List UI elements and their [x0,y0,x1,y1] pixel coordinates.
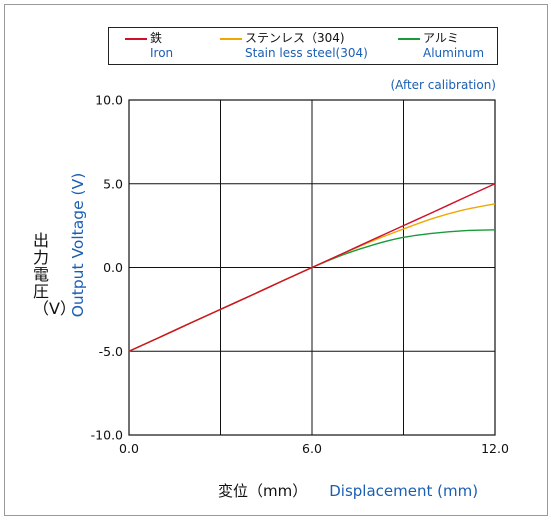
figure-frame [4,4,548,516]
y-tick-label: 0.0 [103,260,123,275]
x-tick-label: 0.0 [119,441,139,456]
x-tick-label: 12.0 [481,441,509,456]
legend-label-iron-en: Iron [150,46,174,60]
y-axis-label-jp: 出力電圧（V） [33,231,76,318]
y-tick-label: -10.0 [91,428,123,443]
y-tick-label: -5.0 [99,344,123,359]
legend-label-stainless-en: Stain less steel(304) [245,46,368,60]
x-tick-label: 6.0 [302,441,322,456]
legend-label-iron-jp: 鉄 [150,31,163,45]
x-axis-label-en: Displacement (mm) [329,482,479,500]
calibration-note: (After calibration) [390,78,496,92]
legend-line-aluminum [398,38,420,40]
x-axis-label: 変位（mm） Displacement (mm) [218,480,478,501]
legend-line-stainless [220,38,242,40]
y-tick-label: 10.0 [95,93,123,108]
legend-label-aluminum-jp: アルミ [423,31,459,45]
series-line-iron [128,183,496,352]
legend: 鉄 Iron ステンレス（304) Stain less steel(304) … [108,27,498,65]
y-tick-label: 5.0 [103,176,123,191]
x-axis-label-jp: 変位（mm） [218,482,308,500]
legend-line-iron [125,38,147,40]
legend-label-stainless-jp: ステンレス（304) [245,31,345,45]
legend-label-aluminum-en: Aluminum [423,46,485,60]
y-axis-label-en: Output Voltage (V) [69,172,87,318]
